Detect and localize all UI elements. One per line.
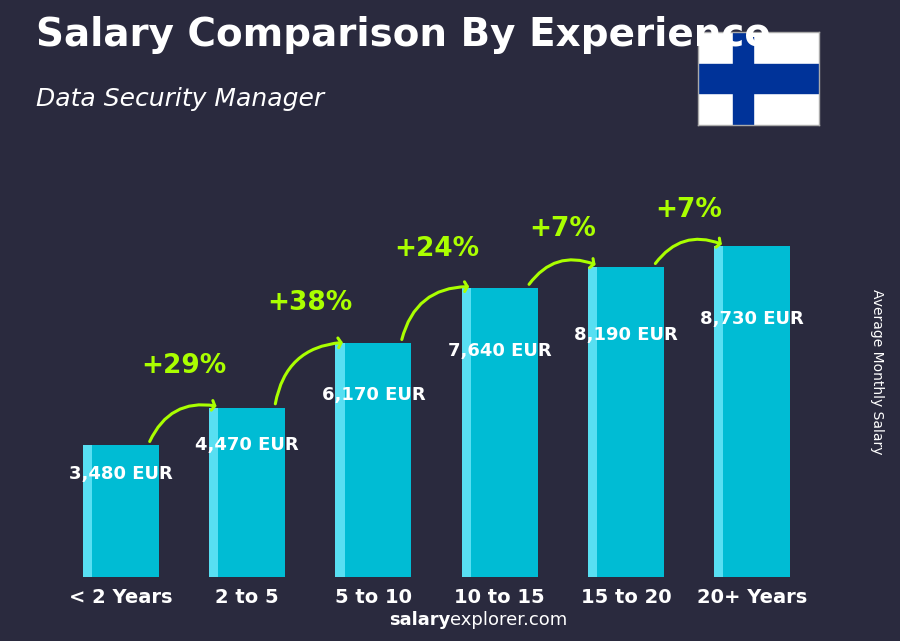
Text: +29%: +29%	[141, 353, 227, 379]
Text: 6,170 EUR: 6,170 EUR	[321, 386, 425, 404]
FancyBboxPatch shape	[588, 267, 597, 577]
Text: 8,730 EUR: 8,730 EUR	[700, 310, 804, 328]
Text: salary: salary	[389, 612, 450, 629]
Text: +24%: +24%	[394, 236, 479, 262]
Text: +7%: +7%	[655, 197, 723, 222]
FancyBboxPatch shape	[588, 267, 664, 577]
FancyBboxPatch shape	[209, 408, 219, 577]
Text: 4,470 EUR: 4,470 EUR	[195, 436, 299, 454]
Bar	[698, 64, 819, 93]
Text: 3,480 EUR: 3,480 EUR	[69, 465, 173, 483]
Bar	[733, 32, 752, 125]
Text: explorer.com: explorer.com	[450, 612, 567, 629]
FancyBboxPatch shape	[83, 445, 158, 577]
Text: 8,190 EUR: 8,190 EUR	[574, 326, 678, 344]
FancyBboxPatch shape	[462, 288, 471, 577]
Text: +38%: +38%	[267, 290, 353, 316]
FancyBboxPatch shape	[715, 247, 724, 577]
FancyBboxPatch shape	[336, 344, 411, 577]
FancyBboxPatch shape	[83, 445, 92, 577]
Text: Data Security Manager: Data Security Manager	[36, 87, 324, 110]
Text: Average Monthly Salary: Average Monthly Salary	[870, 289, 885, 454]
Text: 7,640 EUR: 7,640 EUR	[448, 342, 552, 360]
FancyBboxPatch shape	[715, 247, 790, 577]
Text: +7%: +7%	[529, 216, 596, 242]
Text: Salary Comparison By Experience: Salary Comparison By Experience	[36, 16, 770, 54]
FancyBboxPatch shape	[336, 344, 345, 577]
FancyBboxPatch shape	[462, 288, 537, 577]
FancyBboxPatch shape	[209, 408, 285, 577]
